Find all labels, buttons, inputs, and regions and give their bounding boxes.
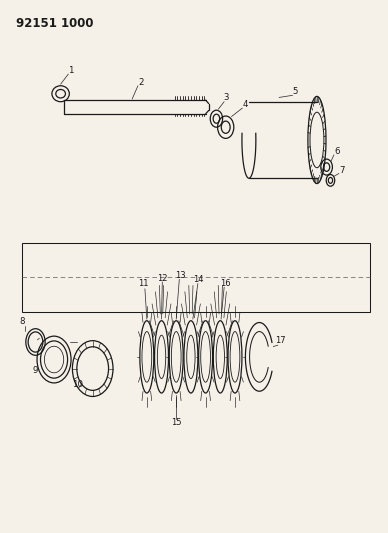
Text: 15: 15 [171,418,182,427]
Ellipse shape [169,321,183,393]
Ellipse shape [187,335,195,378]
Ellipse shape [158,335,166,378]
Text: 2: 2 [138,77,144,86]
Text: 10: 10 [72,380,83,389]
Text: 1: 1 [68,67,74,75]
Ellipse shape [171,332,181,382]
Text: 8: 8 [19,317,25,326]
Text: 3: 3 [224,93,229,102]
Ellipse shape [142,332,152,382]
Ellipse shape [184,321,198,393]
Ellipse shape [140,321,154,393]
Ellipse shape [216,335,225,378]
Text: 6: 6 [334,147,340,156]
Text: 4: 4 [242,100,248,109]
Ellipse shape [201,332,210,382]
Text: 9: 9 [32,366,37,375]
Text: 11: 11 [139,279,149,288]
Ellipse shape [154,321,168,393]
Text: 12: 12 [157,273,168,282]
Text: 16: 16 [220,279,230,288]
Text: 5: 5 [293,87,298,96]
Text: 13: 13 [175,271,185,280]
Ellipse shape [228,321,242,393]
Text: 92151 1000: 92151 1000 [16,17,94,30]
Text: 14: 14 [193,275,204,284]
Ellipse shape [199,321,213,393]
Text: 17: 17 [275,336,286,345]
Ellipse shape [230,332,240,382]
Ellipse shape [213,321,227,393]
Bar [22,243,370,312]
Text: 7: 7 [339,166,345,175]
